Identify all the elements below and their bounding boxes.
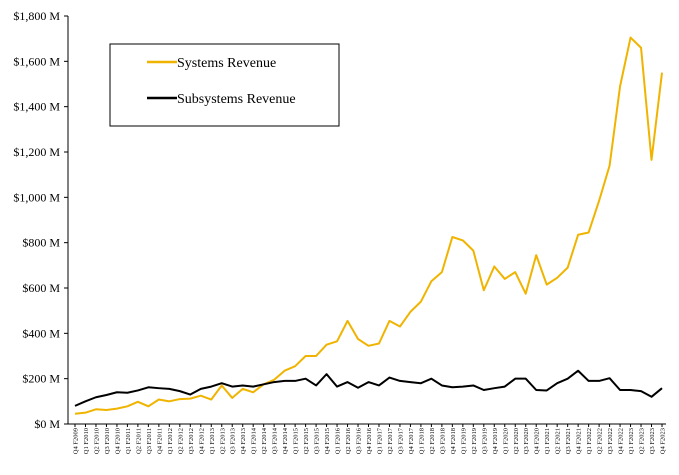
series-line-systems-revenue — [74, 36, 663, 415]
x-tick-label: Q2 F2022 — [597, 428, 604, 454]
x-tick-label: Q2 F2014 — [261, 427, 268, 454]
x-tick-label: Q4 F2012 — [198, 428, 205, 454]
x-tick-label: Q1 F2017 — [376, 427, 383, 454]
x-tick-label: Q1 F2023 — [628, 428, 635, 454]
x-tick-label: Q1 F2020 — [502, 428, 509, 454]
y-tick-label: $400 M — [22, 326, 60, 340]
x-tick-label: Q2 F2013 — [219, 428, 226, 454]
x-tick-label: Q3 F2013 — [230, 428, 237, 454]
x-tick-label: Q2 F2010 — [93, 428, 100, 454]
x-tick-label: Q1 F2010 — [83, 428, 90, 454]
x-tick-group: Q4 F2009 Q1 F2010 Q2 F2010 Q3 F2010 Q4 F2010… — [73, 424, 667, 454]
x-tick-label: Q3 F2014 — [272, 427, 279, 454]
x-tick-label: Q3 F2018 — [439, 428, 446, 454]
legend-box — [109, 43, 340, 127]
x-tick-label: Q3 F2020 — [523, 428, 530, 454]
x-tick-label: Q1 F2013 — [209, 428, 216, 454]
y-tick-label: $1,600 M — [13, 54, 60, 68]
x-axis: Q4 F2009 Q1 F2010 Q2 F2010 Q3 F2010 Q4 F2010… — [68, 423, 667, 454]
x-tick-label: Q1 F2015 — [293, 428, 300, 454]
x-tick-label: Q4 F2016 — [366, 427, 373, 454]
x-tick-label: Q1 F2021 — [544, 428, 551, 454]
y-tick-label: $1,000 M — [13, 190, 60, 204]
x-tick-label: Q2 F2018 — [429, 428, 436, 454]
x-tick-label: Q2 F2021 — [555, 428, 562, 454]
y-tick-label: $600 M — [22, 281, 60, 295]
x-tick-label: Q2 F2017 — [387, 427, 394, 454]
x-tick-label: Q3 F2019 — [481, 428, 488, 454]
y-tick-group: $0 M $200 M $400 M $600 M $800 M $1,000 M $1,2… — [13, 9, 68, 431]
x-tick-label: Q4 F2018 — [450, 428, 457, 454]
series-line-subsystems-revenue — [74, 369, 663, 407]
series-layer — [74, 36, 663, 415]
x-tick-label: Q2 F2011 — [135, 428, 142, 454]
x-tick-label: Q3 F2023 — [649, 428, 656, 454]
x-tick-label: Q2 F2023 — [639, 428, 646, 454]
y-tick-label: $1,200 M — [13, 145, 60, 159]
x-tick-label: Q4 F2009 — [73, 428, 80, 454]
x-tick-label: Q2 F2019 — [471, 428, 478, 454]
x-tick-label: Q3 F2017 — [397, 427, 404, 454]
y-axis: $0 M $200 M $400 M $600 M $800 M $1,000 M $1,2… — [13, 9, 69, 431]
x-tick-label: Q3 F2021 — [565, 428, 572, 454]
x-tick-label: Q3 F2016 — [356, 427, 363, 454]
x-tick-label: Q1 F2022 — [586, 428, 593, 454]
x-tick-label: Q3 F2010 — [104, 428, 111, 454]
x-tick-label: Q4 F2010 — [114, 428, 121, 454]
x-tick-label: Q4 F2013 — [240, 428, 247, 454]
x-tick-label: Q2 F2015 — [303, 428, 310, 454]
x-tick-label: Q3 F2011 — [146, 428, 153, 454]
x-tick-label: Q4 F2015 — [324, 428, 331, 454]
x-tick-label: Q4 F2011 — [156, 428, 163, 454]
legend: Systems Revenue Subsystems Revenue — [109, 43, 340, 127]
y-tick-label: $1,400 M — [13, 100, 60, 114]
legend-label-subsystems: Subsystems Revenue — [177, 92, 296, 107]
x-tick-label: Q3 F2015 — [314, 428, 321, 454]
x-tick-label: Q4 F2023 — [660, 428, 667, 454]
x-tick-label: Q1 F2018 — [418, 428, 425, 454]
x-tick-label: Q1 F2011 — [125, 428, 132, 454]
x-tick-label: Q2 F2012 — [177, 428, 184, 454]
x-tick-label: Q4 F2014 — [282, 427, 289, 454]
x-tick-label: Q1 F2016 — [335, 427, 342, 454]
y-tick-label: $0 M — [34, 417, 60, 431]
x-tick-label: Q2 F2016 — [345, 427, 352, 454]
legend-label-systems: Systems Revenue — [177, 56, 276, 71]
y-tick-label: $200 M — [22, 372, 60, 386]
x-tick-label: Q4 F2020 — [534, 428, 541, 454]
x-tick-label: Q4 F2021 — [576, 428, 583, 454]
x-tick-label: Q4 F2022 — [618, 428, 625, 454]
x-tick-label: Q3 F2022 — [607, 428, 614, 454]
x-tick-label: Q4 F2017 — [408, 427, 415, 454]
x-tick-label: Q1 F2019 — [460, 428, 467, 454]
x-tick-label: Q1 F2012 — [167, 428, 174, 454]
y-tick-label: $1,800 M — [13, 9, 60, 23]
x-tick-label: Q3 F2012 — [188, 428, 195, 454]
y-tick-label: $800 M — [22, 236, 60, 250]
x-tick-label: Q2 F2020 — [513, 428, 520, 454]
x-tick-label: Q4 F2019 — [492, 428, 499, 454]
x-tick-label: Q1 F2014 — [251, 427, 258, 454]
